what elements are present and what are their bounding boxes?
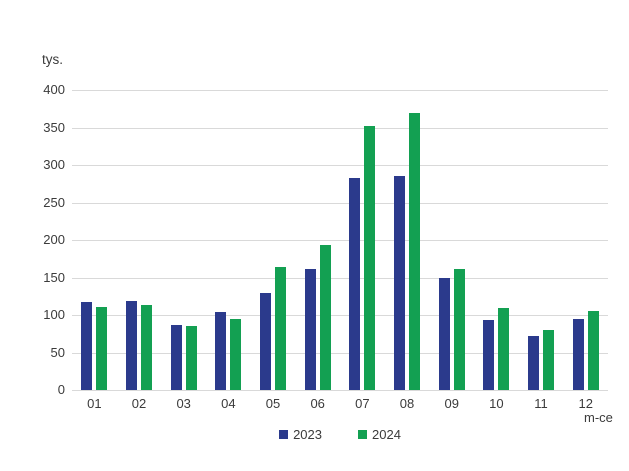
legend-swatch-2023 <box>279 430 289 439</box>
bar-2023-05 <box>260 293 272 390</box>
legend-swatch-2024 <box>358 430 367 439</box>
legend-item-2023: 2023 <box>279 427 322 442</box>
bar-group-10 <box>474 90 519 390</box>
x-tick-label-08: 08 <box>399 396 415 411</box>
bar-group-06 <box>295 90 340 390</box>
x-tick-label-11: 11 <box>534 396 548 411</box>
bar-2023-12 <box>572 318 584 390</box>
gridline-100 <box>72 315 608 316</box>
gridline-0 <box>72 390 608 391</box>
bar-2024-09 <box>453 269 465 390</box>
bar-2023-04 <box>215 312 227 390</box>
bar-2024-06 <box>319 244 331 390</box>
x-tick-label-12: 12 <box>578 396 593 411</box>
bar-2023-03 <box>170 324 182 390</box>
bar-group-08 <box>385 90 430 390</box>
y-axis-tick-labels: 400 350 300 250 200 150 100 50 0 <box>0 82 65 397</box>
bar-2024-03 <box>185 326 197 390</box>
bar-group-01 <box>72 90 117 390</box>
x-tick-label-03: 03 <box>176 396 191 411</box>
bar-2023-06 <box>304 268 316 390</box>
bar-group-04 <box>206 90 251 390</box>
y-tick-label-350: 350 <box>43 119 65 135</box>
gridline-400 <box>72 90 608 91</box>
y-tick-label-200: 200 <box>43 232 65 247</box>
x-tick-label-10: 10 <box>489 396 504 411</box>
x-axis-title: m-ce <box>584 410 613 425</box>
bar-group-09 <box>429 90 474 390</box>
bar-groups <box>72 90 608 390</box>
y-tick-label-400: 400 <box>43 82 65 97</box>
gridline-150 <box>72 277 608 279</box>
bar-group-05 <box>251 90 296 390</box>
bar-2024-10 <box>498 308 510 390</box>
bar-2023-09 <box>438 277 450 390</box>
x-tick-label-07: 07 <box>355 396 370 411</box>
y-tick-label-100: 100 <box>43 307 65 322</box>
bar-2024-01 <box>96 306 108 390</box>
bar-2024-05 <box>275 267 287 390</box>
x-tick-label-09: 09 <box>444 396 459 411</box>
y-tick-label-150: 150 <box>43 269 65 285</box>
gridline-350 <box>72 127 608 129</box>
legend-item-2024: 2024 <box>358 427 401 442</box>
bar-2024-12 <box>587 311 599 390</box>
gridline-250 <box>72 202 608 204</box>
bar-2024-07 <box>364 126 376 390</box>
bar-2023-07 <box>349 177 361 390</box>
gridline-200 <box>72 240 608 241</box>
bar-2024-08 <box>409 113 421 390</box>
bar-2023-10 <box>483 320 495 390</box>
bar-2024-04 <box>230 318 242 390</box>
x-tick-label-02: 02 <box>131 396 147 411</box>
y-tick-label-300: 300 <box>43 157 65 172</box>
bar-group-03 <box>161 90 206 390</box>
bar-2024-11 <box>543 330 555 390</box>
gridline-50 <box>72 352 608 354</box>
bar-2023-11 <box>528 336 540 390</box>
y-axis-unit-label: tys. <box>42 52 64 67</box>
x-tick-label-04: 04 <box>221 396 236 411</box>
bar-group-11 <box>519 90 564 390</box>
bar-group-02 <box>117 90 162 390</box>
gridline-300 <box>72 165 608 166</box>
legend-label-2023: 2023 <box>293 427 322 442</box>
bar-group-07 <box>340 90 385 390</box>
y-tick-label-50: 50 <box>50 344 65 360</box>
legend: 2023 2024 <box>72 427 608 442</box>
bar-group-12 <box>563 90 608 390</box>
x-tick-label-06: 06 <box>310 396 325 411</box>
x-axis-tick-labels: 01 02 03 04 05 06 07 08 09 10 11 12 <box>72 396 608 411</box>
bar-2024-02 <box>141 305 152 390</box>
y-tick-label-0: 0 <box>57 382 65 397</box>
y-tick-label-250: 250 <box>43 194 65 210</box>
legend-label-2024: 2024 <box>372 427 401 442</box>
bar-2023-08 <box>394 175 406 390</box>
plot-area <box>72 90 608 391</box>
bar-2023-01 <box>81 301 93 390</box>
x-tick-label-05: 05 <box>265 396 281 411</box>
x-tick-label-01: 01 <box>87 396 102 411</box>
bar-2023-02 <box>126 300 137 390</box>
